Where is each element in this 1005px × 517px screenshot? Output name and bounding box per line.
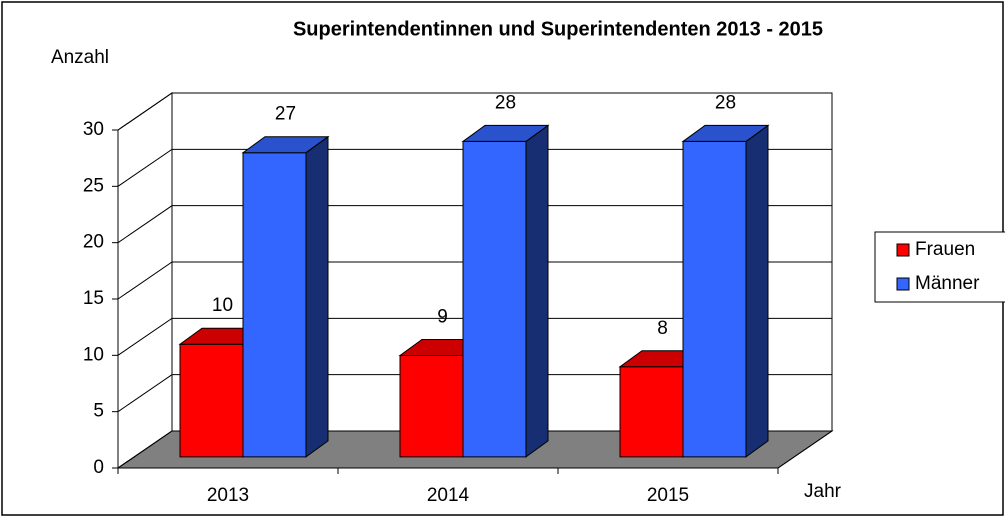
- bar: [242, 152, 307, 458]
- grid-line: [117, 261, 832, 300]
- legend-label: Männer: [915, 273, 980, 294]
- x-tick-label: 2014: [427, 485, 470, 506]
- value-label: 8: [657, 318, 668, 339]
- value-label: 28: [715, 92, 736, 113]
- legend-swatch: [896, 277, 910, 291]
- grid-line: [117, 430, 832, 469]
- x-tick-label: 2015: [647, 485, 689, 506]
- value-label: 10: [212, 295, 233, 316]
- bar: [462, 140, 527, 458]
- bar: [399, 355, 464, 458]
- y-tick-label: 25: [83, 175, 104, 196]
- grid-line: [117, 317, 832, 356]
- bar: [179, 343, 244, 458]
- value-label: 27: [275, 104, 296, 125]
- bar-top: [461, 124, 550, 142]
- bar: [682, 140, 747, 458]
- y-tick-label: 15: [83, 288, 104, 309]
- bar: [619, 366, 684, 458]
- legend-label: Frauen: [915, 239, 975, 260]
- x-tick-label: 2013: [207, 485, 249, 506]
- x-axis-label: Jahr: [804, 481, 842, 502]
- bar-side: [745, 124, 769, 458]
- value-label: 9: [437, 307, 448, 328]
- grid-line: [117, 148, 832, 187]
- y-tick-label: 30: [83, 119, 104, 140]
- bar-side: [305, 135, 329, 458]
- legend-swatch: [896, 243, 910, 257]
- y-tick-label: 20: [83, 232, 104, 253]
- y-tick-label: 5: [93, 401, 104, 422]
- y-axis-label: Anzahl: [51, 47, 109, 68]
- chart-title: Superintendentinnen und Superintendenten…: [293, 18, 823, 40]
- floor-edge: [777, 430, 833, 469]
- y-tick-label: 10: [83, 344, 104, 365]
- grid-line: [117, 205, 832, 244]
- bar-top: [241, 136, 330, 154]
- grid-line: [117, 92, 832, 131]
- bar-top: [681, 124, 770, 142]
- grid-line: [117, 374, 832, 413]
- y-tick-label: 0: [93, 457, 104, 478]
- bar-side: [525, 124, 549, 458]
- value-label: 28: [495, 92, 516, 113]
